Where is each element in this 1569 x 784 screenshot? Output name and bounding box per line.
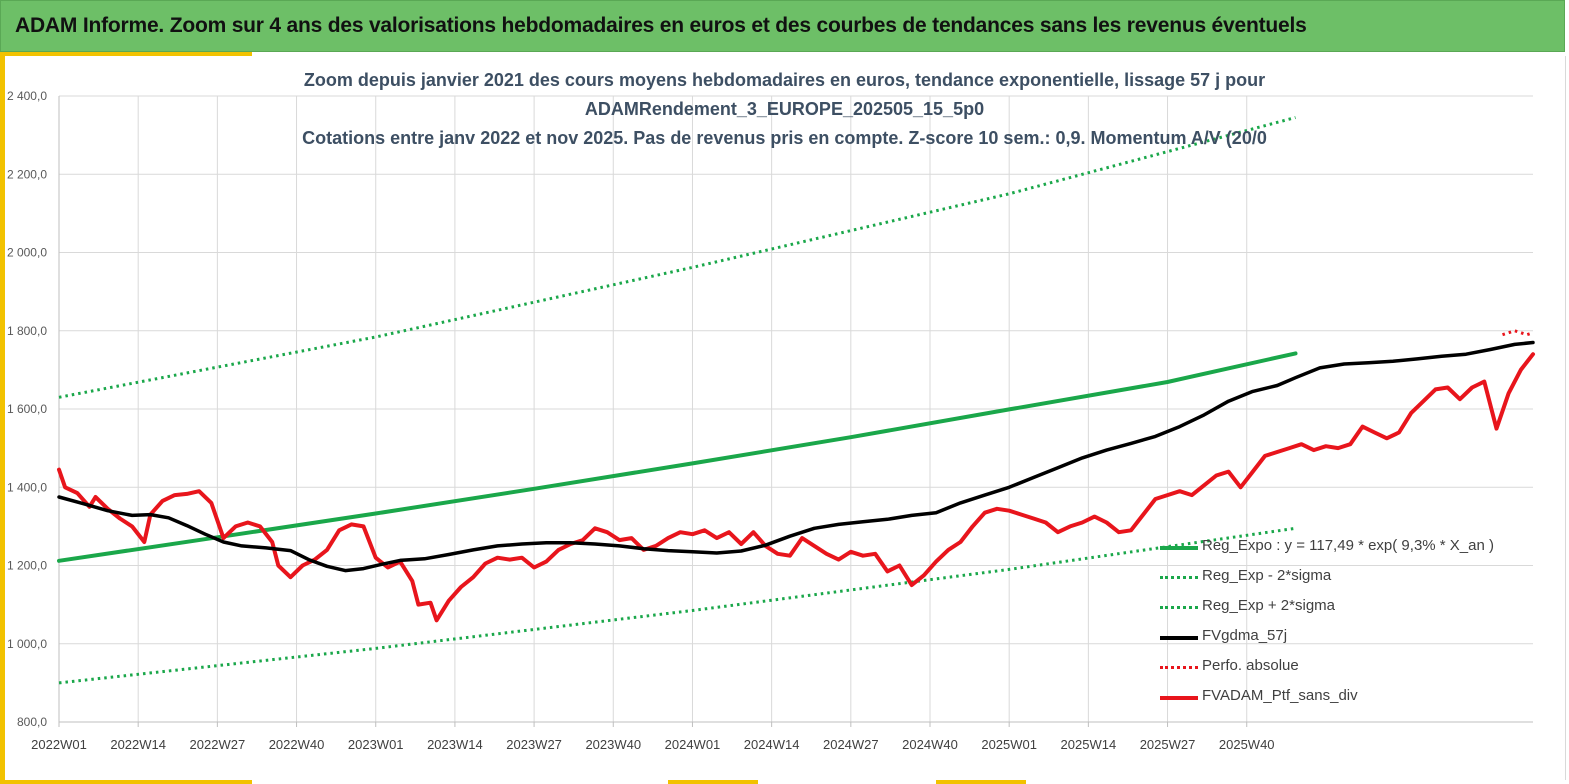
x-tick-label: 2022W40 [269, 737, 325, 752]
x-tick-label: 2024W27 [823, 737, 879, 752]
x-tick-label: 2023W14 [427, 737, 483, 752]
series-line-1 [58, 526, 1296, 685]
legend-label: Reg_Exp + 2*sigma [1202, 597, 1335, 614]
x-tick-label: 2024W40 [902, 737, 958, 752]
legend-swatch [1160, 696, 1198, 700]
series-line-5 [57, 352, 1535, 623]
x-tick-label: 2023W01 [348, 737, 404, 752]
legend-label: Reg_Expo : y = 117,49 * exp( 9,3% * X_an… [1202, 537, 1494, 554]
banner-title: ADAM Informe. Zoom sur 4 ans des valoris… [15, 14, 1307, 37]
legend-swatch [1160, 666, 1198, 669]
y-tick-label: 1 600,0 [7, 402, 47, 416]
x-tick-label: 2025W40 [1219, 737, 1275, 752]
accent-bar-top [0, 52, 252, 56]
legend-swatch [1160, 576, 1198, 579]
y-tick-label: 1 400,0 [7, 480, 47, 494]
line-chart: 800,0 1 000,0 1 200,0 1 400,0 1 600,0 1 800,0… [7, 89, 1535, 752]
legend-label: FVgdma_57j [1202, 627, 1288, 644]
legend-label: FVADAM_Ptf_sans_div [1202, 687, 1358, 704]
accent-bar-left [0, 52, 5, 784]
y-tick-label: 1 800,0 [7, 324, 47, 338]
y-tick-label: 2 400,0 [7, 89, 47, 103]
y-tick-label: 2 000,0 [7, 246, 47, 260]
header-banner: ADAM Informe. Zoom sur 4 ans des valoris… [0, 0, 1565, 52]
chart-title-line-2: ADAMRendement_3_EUROPE_202505_15_5p0 [584, 99, 985, 119]
series-line-4 [1502, 329, 1534, 337]
legend-swatch [1160, 546, 1198, 550]
x-tick-labels: 2022W01 2022W14 2022W27 2022W40 2023W01 2023W… [31, 737, 1274, 752]
chart-title-line-3: Cotations entre janv 2022 et nov 2025. P… [302, 128, 1267, 148]
x-tick-label: 2024W14 [744, 737, 800, 752]
x-tick-label: 2023W40 [585, 737, 641, 752]
axes [58, 96, 1533, 727]
legend-swatch [1160, 636, 1198, 640]
chart-title-line-1: Zoom depuis janvier 2021 des cours moyen… [303, 70, 1266, 90]
accent-bar-bottom [936, 780, 1026, 784]
x-tick-label: 2022W01 [31, 737, 87, 752]
accent-bar-bottom [668, 780, 758, 784]
y-tick-label: 1 200,0 [7, 559, 47, 573]
series-line-2 [58, 116, 1296, 399]
x-tick-label: 2025W14 [1061, 737, 1117, 752]
y-tick-label: 800,0 [17, 715, 47, 729]
legend-swatch [1160, 606, 1198, 609]
x-tick-label: 2025W27 [1140, 737, 1196, 752]
series-line-0 [57, 351, 1298, 563]
legend-label: Perfo. absolue [1202, 657, 1299, 674]
y-tick-labels: 800,0 1 000,0 1 200,0 1 400,0 1 600,0 1 800,0… [7, 89, 47, 729]
y-tick-label: 1 000,0 [7, 637, 47, 651]
x-tick-label: 2022W14 [110, 737, 166, 752]
series-lines [57, 116, 1535, 685]
x-tick-label: 2022W27 [190, 737, 246, 752]
legend-label: Reg_Exp - 2*sigma [1202, 567, 1332, 584]
x-tick-label: 2025W01 [981, 737, 1037, 752]
accent-bar-bottom [0, 780, 252, 784]
y-tick-label: 2 200,0 [7, 167, 47, 181]
x-tick-label: 2024W01 [665, 737, 721, 752]
gridlines [59, 95, 1533, 722]
x-tick-label: 2023W27 [506, 737, 562, 752]
series-line-3 [57, 340, 1535, 573]
chart-area: 800,0 1 000,0 1 200,0 1 400,0 1 600,0 1 800,0… [5, 56, 1566, 780]
